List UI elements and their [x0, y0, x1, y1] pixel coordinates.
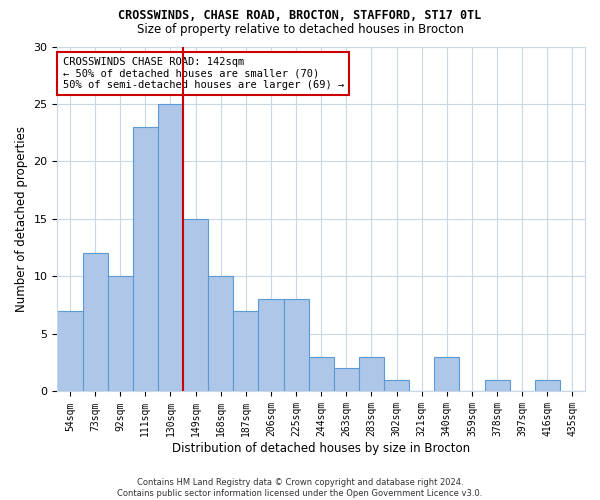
Bar — [158, 104, 183, 392]
Bar — [133, 127, 158, 392]
Bar — [284, 300, 308, 392]
Text: CROSSWINDS CHASE ROAD: 142sqm
← 50% of detached houses are smaller (70)
50% of s: CROSSWINDS CHASE ROAD: 142sqm ← 50% of d… — [62, 57, 344, 90]
Bar — [334, 368, 359, 392]
Bar — [83, 254, 107, 392]
Bar — [183, 219, 208, 392]
Bar — [259, 300, 284, 392]
X-axis label: Distribution of detached houses by size in Brocton: Distribution of detached houses by size … — [172, 442, 470, 455]
Bar — [208, 276, 233, 392]
Bar — [58, 311, 83, 392]
Text: Size of property relative to detached houses in Brocton: Size of property relative to detached ho… — [137, 22, 463, 36]
Bar — [434, 357, 460, 392]
Bar — [485, 380, 509, 392]
Bar — [535, 380, 560, 392]
Bar — [384, 380, 409, 392]
Text: CROSSWINDS, CHASE ROAD, BROCTON, STAFFORD, ST17 0TL: CROSSWINDS, CHASE ROAD, BROCTON, STAFFOR… — [118, 9, 482, 22]
Text: Contains HM Land Registry data © Crown copyright and database right 2024.
Contai: Contains HM Land Registry data © Crown c… — [118, 478, 482, 498]
Bar — [359, 357, 384, 392]
Y-axis label: Number of detached properties: Number of detached properties — [15, 126, 28, 312]
Bar — [107, 276, 133, 392]
Bar — [233, 311, 259, 392]
Bar — [308, 357, 334, 392]
